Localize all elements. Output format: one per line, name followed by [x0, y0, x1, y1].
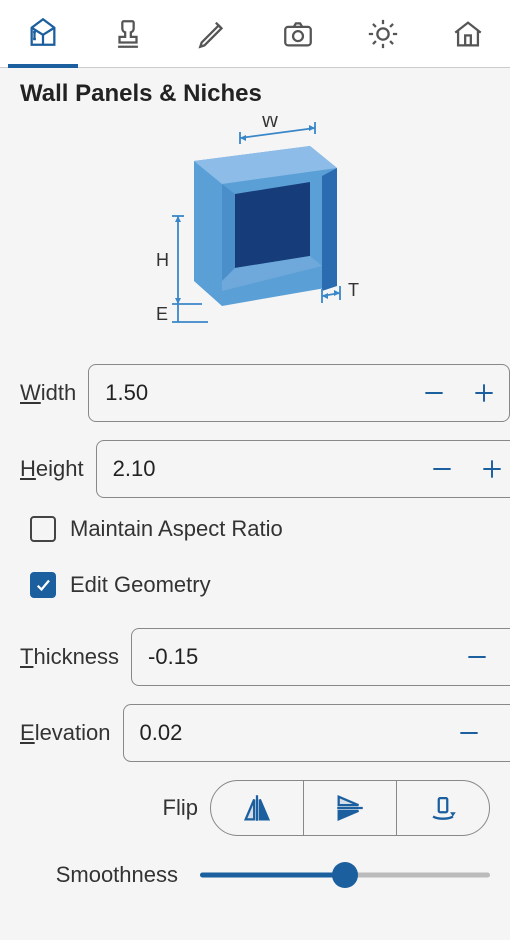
elevation-label: Elevation [20, 720, 123, 746]
checkmark-icon [34, 576, 52, 594]
svg-text:E: E [156, 304, 168, 324]
width-row: Width [20, 364, 490, 422]
flip-rotate-button[interactable] [396, 781, 489, 835]
height-input[interactable] [97, 456, 417, 482]
smoothness-slider[interactable] [200, 860, 490, 890]
width-label: Width [20, 380, 88, 406]
svg-text:W: W [262, 116, 279, 131]
elevation-increment[interactable] [494, 705, 510, 761]
tab-home[interactable] [433, 0, 503, 68]
properties-panel: Wall Panels & Niches W [0, 68, 510, 910]
sun-icon [366, 17, 400, 51]
width-decrement[interactable] [409, 365, 459, 421]
height-stepper [96, 440, 510, 498]
flip-horizontal-icon [240, 791, 274, 825]
aspect-ratio-label: Maintain Aspect Ratio [70, 516, 283, 542]
flip-vertical-icon [333, 791, 367, 825]
plus-icon [479, 456, 505, 482]
minus-icon [429, 456, 455, 482]
elevation-input[interactable] [124, 720, 444, 746]
aspect-ratio-row: Maintain Aspect Ratio [30, 516, 490, 542]
edit-geometry-checkbox[interactable] [30, 572, 56, 598]
tab-stamp[interactable] [93, 0, 163, 68]
width-input[interactable] [89, 380, 409, 406]
smoothness-label: Smoothness [20, 862, 190, 888]
flip-vertical-button[interactable] [303, 781, 396, 835]
house-icon [451, 17, 485, 51]
tab-camera[interactable] [263, 0, 333, 68]
minus-icon [421, 380, 447, 406]
thickness-decrement[interactable] [452, 629, 502, 685]
height-decrement[interactable] [417, 441, 467, 497]
flip-label: Flip [20, 795, 210, 821]
tab-light[interactable] [348, 0, 418, 68]
panel-title: Wall Panels & Niches [20, 80, 490, 108]
geometry-tab-icon [26, 15, 60, 49]
width-stepper [88, 364, 510, 422]
height-label: Height [20, 456, 96, 482]
thickness-stepper [131, 628, 510, 686]
rotate-icon [426, 791, 460, 825]
width-increment[interactable] [459, 365, 509, 421]
plus-icon [471, 380, 497, 406]
tab-geometry[interactable] [8, 0, 78, 68]
flip-horizontal-button[interactable] [211, 781, 303, 835]
svg-text:H: H [156, 250, 169, 270]
thickness-label: Thickness [20, 644, 131, 670]
height-row: Height [20, 440, 490, 498]
height-increment[interactable] [467, 441, 510, 497]
elevation-stepper [123, 704, 510, 762]
camera-icon [281, 17, 315, 51]
elevation-row: Elevation [20, 704, 490, 762]
elevation-decrement[interactable] [444, 705, 494, 761]
smoothness-row: Smoothness [20, 860, 490, 890]
minus-icon [464, 644, 490, 670]
plus-icon [506, 720, 510, 746]
thickness-row: Thickness [20, 628, 490, 686]
aspect-ratio-checkbox[interactable] [30, 516, 56, 542]
niche-diagram: W T H E [20, 116, 490, 346]
top-tabbar [0, 0, 510, 68]
slider-thumb[interactable] [332, 862, 358, 888]
stamp-icon [111, 17, 145, 51]
svg-text:T: T [348, 280, 359, 300]
tab-draw[interactable] [178, 0, 248, 68]
edit-geometry-row: Edit Geometry [30, 572, 490, 598]
thickness-increment[interactable] [502, 629, 510, 685]
flip-button-group [210, 780, 490, 836]
flip-row: Flip [20, 780, 490, 836]
pencil-icon [196, 17, 230, 51]
minus-icon [456, 720, 482, 746]
thickness-input[interactable] [132, 644, 452, 670]
edit-geometry-label: Edit Geometry [70, 572, 211, 598]
slider-fill [200, 873, 345, 878]
